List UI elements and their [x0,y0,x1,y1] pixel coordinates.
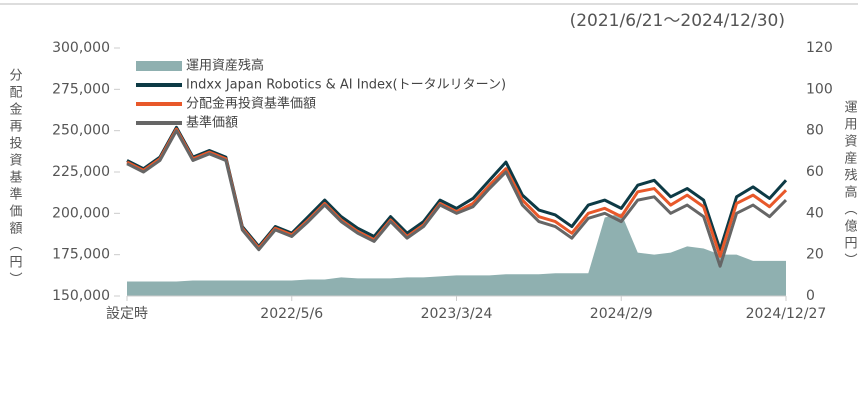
legend-label: Indxx Japan Robotics & AI Index(トータルリターン… [186,78,506,93]
y2-tick-label: 100 [806,81,833,97]
y2-tick-label: 40 [806,205,824,221]
y-tick-label: 275,000 [52,81,110,97]
legend-label: 基準価額 [186,115,238,131]
y2-tick-label: 20 [806,247,824,263]
y2-tick-label: 60 [806,164,824,180]
legend-swatch [136,61,182,71]
x-tick-label: 2023/3/24 [421,306,493,322]
legend-label: 運用資産残高 [186,58,264,74]
y2-tick-label: 120 [806,40,833,56]
series-line [126,127,788,258]
x-tick-label: 2024/2/9 [590,306,653,322]
x-tick-label: 設定時 [106,306,148,322]
y-tick-label: 175,000 [52,247,110,263]
y-tick-label: 300,000 [52,40,110,56]
y2-tick-label: 0 [806,288,815,304]
aum-area [127,213,786,296]
y-tick-label: 225,000 [52,164,110,180]
y-tick-label: 150,000 [52,288,110,304]
y-tick-label: 200,000 [52,205,110,221]
x-tick-label: 2024/12/27 [746,306,827,322]
y2-tick-label: 80 [806,123,824,139]
series-line [126,125,788,252]
x-tick-label: 2022/5/6 [260,306,323,322]
y2-axis-label: 運用資産残高（億円） [842,100,858,270]
y-axis-label: 分配金再投資基準価額（円） [7,68,23,289]
chart-subtitle: (2021/6/21〜2024/12/30) [570,11,785,31]
y-tick-label: 250,000 [52,123,110,139]
legend-label: 分配金再投資基準価額 [186,96,316,112]
series-line [126,129,788,268]
